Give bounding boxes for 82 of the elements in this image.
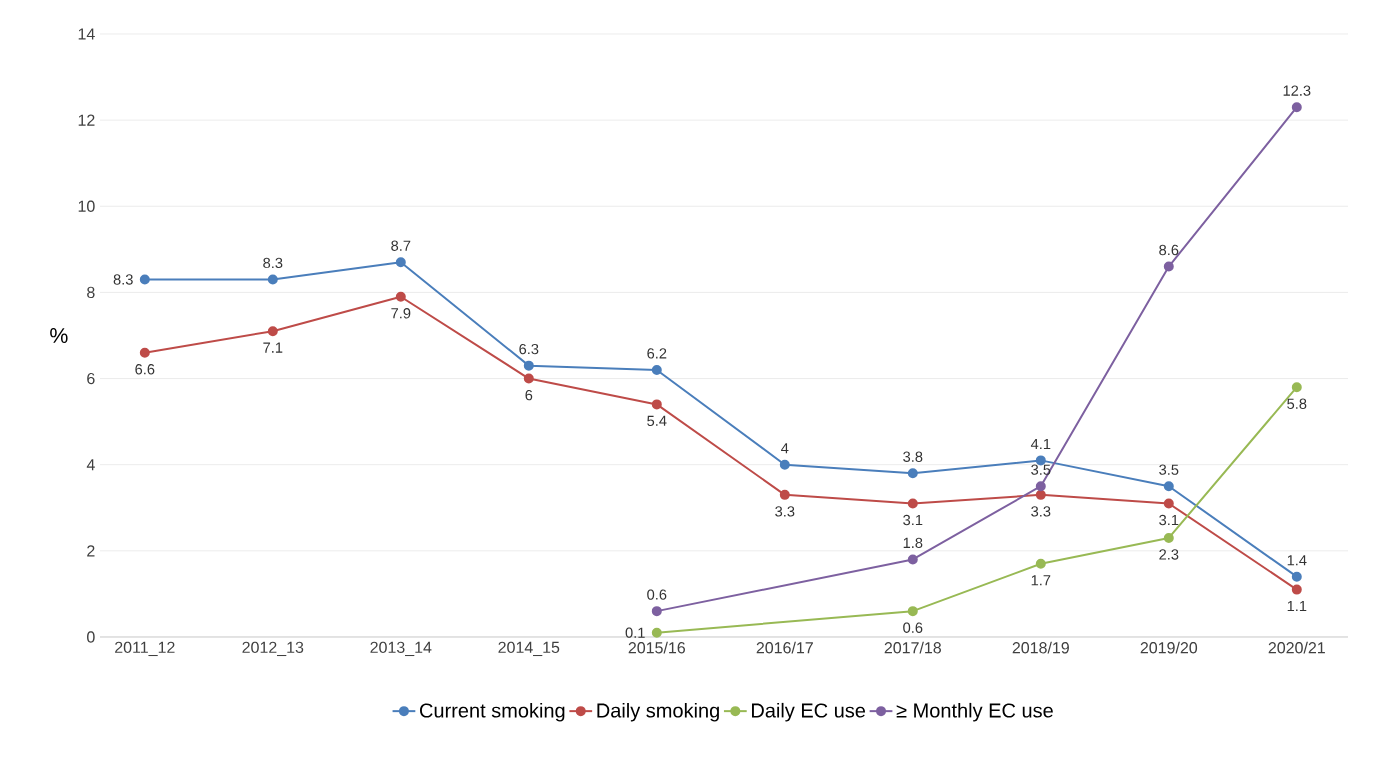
y-tick-label: 2 xyxy=(87,545,95,557)
point xyxy=(779,489,790,500)
data-label: 0.1 xyxy=(625,627,645,638)
point xyxy=(267,326,278,337)
point xyxy=(1163,261,1174,272)
point xyxy=(139,347,150,358)
y-tick-label: 14 xyxy=(78,28,95,40)
y-tick-label: 6 xyxy=(87,372,95,385)
point xyxy=(907,498,918,509)
point xyxy=(651,627,662,638)
data-label: 5.8 xyxy=(1287,398,1307,409)
x-tick-label: 2012_13 xyxy=(242,641,304,657)
point xyxy=(267,274,278,285)
x-tick-label: 2019/20 xyxy=(1140,641,1198,654)
data-label: 8.3 xyxy=(113,274,133,285)
data-label: 7.9 xyxy=(391,308,411,319)
x-tick-label: 2017/18 xyxy=(884,641,942,654)
point xyxy=(651,399,662,410)
data-label: 4.1 xyxy=(1030,438,1051,450)
data-label: 1.1 xyxy=(1287,600,1307,612)
x-tick-label: 2018/19 xyxy=(1012,641,1069,654)
x-tick-label: 2014_15 xyxy=(498,641,560,657)
data-label: 3.3 xyxy=(1031,506,1051,517)
data-label: 7.1 xyxy=(263,342,283,353)
point xyxy=(1163,532,1174,543)
x-tick-label: 2015/16 xyxy=(628,641,686,654)
point xyxy=(1291,584,1302,595)
point xyxy=(1291,571,1302,582)
point xyxy=(1035,489,1046,500)
point xyxy=(907,554,918,565)
point xyxy=(779,459,790,470)
x-tick-label: 2013_14 xyxy=(370,641,432,657)
data-label: 3.1 xyxy=(1159,514,1179,526)
data-label: 3.5 xyxy=(1159,464,1179,475)
data-label: 6.6 xyxy=(135,364,155,375)
data-label: 8.3 xyxy=(263,257,283,269)
x-tick-label: 2020/21 xyxy=(1268,641,1325,654)
data-label: 3.8 xyxy=(903,451,923,462)
data-label: 6 xyxy=(525,389,533,401)
data-label: 6.2 xyxy=(647,348,667,359)
point xyxy=(1035,558,1046,569)
data-label: 8.6 xyxy=(1159,244,1179,256)
x-tick-label: 2016/17 xyxy=(756,641,813,654)
data-label: 2.3 xyxy=(1159,549,1179,560)
data-label: 3.5 xyxy=(1031,464,1051,475)
data-label: 1.7 xyxy=(1031,575,1051,586)
data-label: 3.1 xyxy=(903,514,923,526)
point xyxy=(523,373,534,384)
point xyxy=(1035,481,1046,492)
data-label: 12.3 xyxy=(1283,85,1311,96)
data-label: 5.4 xyxy=(647,415,667,427)
point xyxy=(395,257,406,268)
legend-label: Daily smoking xyxy=(597,702,719,722)
y-axis-title: % xyxy=(50,328,68,343)
data-label: 8.7 xyxy=(391,240,411,251)
point xyxy=(139,274,150,285)
data-label: 3.3 xyxy=(775,506,795,517)
point xyxy=(1163,498,1174,509)
legend-label: ≥ Monthly EC use xyxy=(896,702,1053,722)
point xyxy=(395,291,406,302)
point xyxy=(651,364,662,375)
y-tick-label: 0 xyxy=(87,631,95,643)
point xyxy=(1291,102,1302,113)
data-label: 1.4 xyxy=(1287,555,1307,566)
point xyxy=(907,606,918,617)
data-label: 4 xyxy=(781,443,789,454)
legend-label: Daily EC use xyxy=(752,702,866,722)
y-tick-label: 10 xyxy=(78,200,95,212)
y-tick-label: 4 xyxy=(86,459,95,471)
point xyxy=(651,606,662,617)
point xyxy=(1291,382,1302,393)
legend-label: Current smoking xyxy=(420,702,565,722)
point xyxy=(1163,481,1174,492)
point xyxy=(907,468,918,479)
data-label: 0.6 xyxy=(903,622,923,633)
y-tick-label: 12 xyxy=(78,114,95,126)
data-label: 6.3 xyxy=(519,343,539,355)
y-tick-label: 8 xyxy=(87,286,95,299)
point xyxy=(523,360,534,371)
data-label: 0.6 xyxy=(647,589,667,600)
data-label: 1.8 xyxy=(903,537,923,549)
x-tick-label: 2011_12 xyxy=(115,641,175,657)
